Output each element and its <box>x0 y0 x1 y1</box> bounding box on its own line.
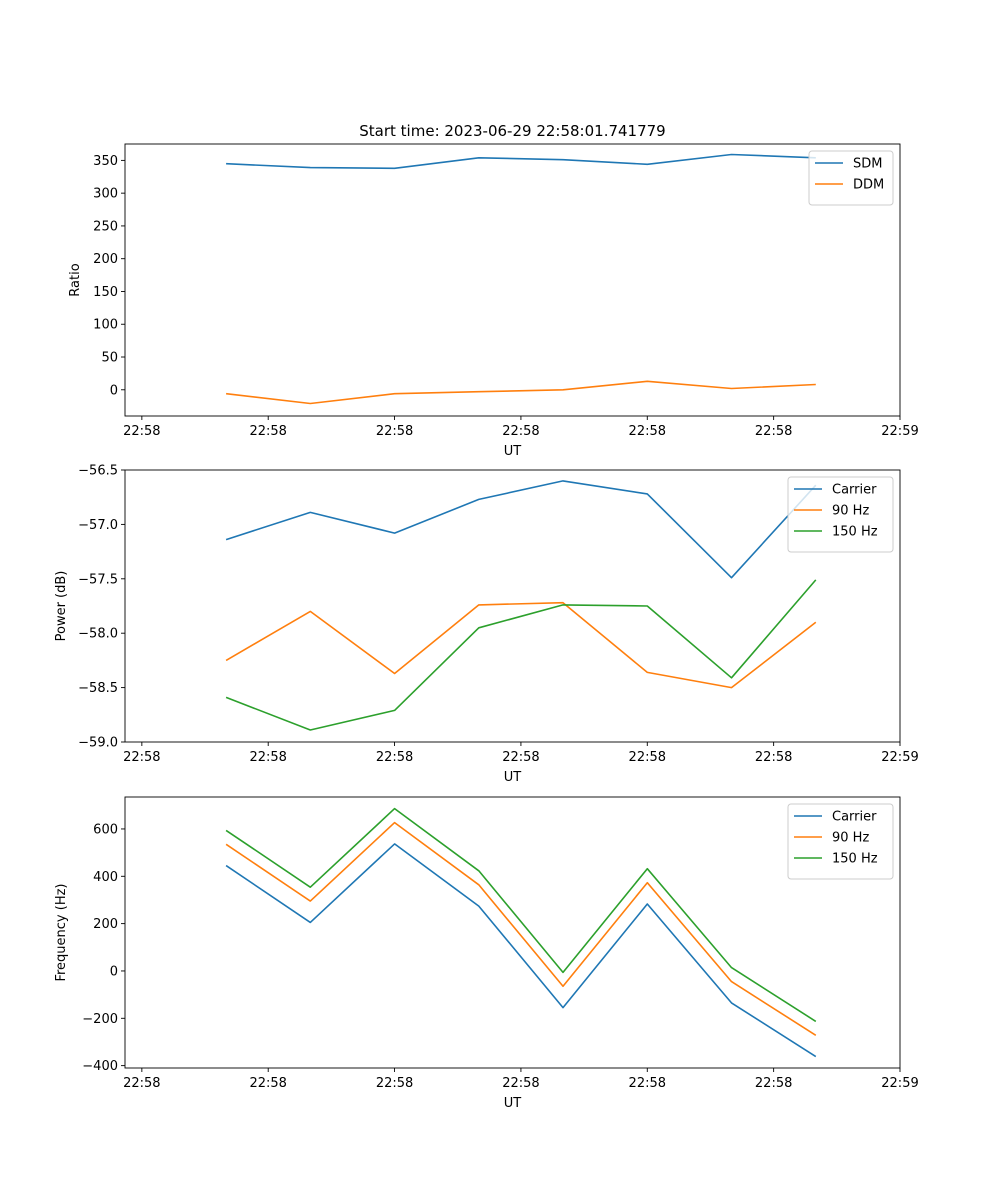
y-tick-label: 250 <box>93 219 118 234</box>
legend: Carrier 90 Hz 150 Hz <box>787 476 894 553</box>
x-tick-label: 22:58 <box>755 750 792 765</box>
x-tick-label: 22:58 <box>502 1076 539 1091</box>
series-line-150-hz <box>225 807 817 1023</box>
legend-label: 150 Hz <box>832 852 878 867</box>
x-tick-label: 22:58 <box>755 1076 792 1091</box>
y-tick-label: 0 <box>110 964 118 979</box>
y-tick-label: −57.5 <box>78 572 118 587</box>
series-line-carrier <box>225 480 817 579</box>
y-tick-label: −200 <box>82 1012 118 1027</box>
legend-label: DDM <box>853 178 884 193</box>
y-tick-label: 300 <box>93 187 118 202</box>
axes-frame <box>124 796 901 1069</box>
legend-label: Carrier <box>832 483 877 498</box>
x-tick-label: 22:58 <box>123 424 160 439</box>
legend-box <box>787 476 894 553</box>
y-tick-label: −57.0 <box>78 518 118 533</box>
series-line-ddm <box>226 380 816 405</box>
x-tick-label: 22:59 <box>881 750 918 765</box>
y-tick-label: 200 <box>93 917 118 932</box>
x-axis-label: UT <box>504 770 522 785</box>
x-tick-label: 22:59 <box>881 1076 918 1091</box>
x-tick-label: 22:58 <box>502 750 539 765</box>
y-axis-label: Ratio <box>68 263 83 296</box>
x-tick-label: 22:58 <box>629 424 666 439</box>
x-tick-label: 22:58 <box>755 424 792 439</box>
x-axis-label: UT <box>504 444 522 459</box>
y-tick-label: 100 <box>93 318 118 333</box>
y-tick-label: 0 <box>110 383 118 398</box>
x-tick-label: 22:58 <box>376 750 413 765</box>
y-tick-label: −58.0 <box>78 627 118 642</box>
legend: Carrier 90 Hz 150 Hz <box>787 803 894 880</box>
legend: SDM DDM <box>808 150 894 206</box>
series-line-carrier <box>225 843 817 1058</box>
y-tick-label: 600 <box>93 822 118 837</box>
x-tick-label: 22:58 <box>249 1076 286 1091</box>
y-axis-label: Power (dB) <box>54 571 69 642</box>
chart-title: Start time: 2023-06-29 22:58:01.741779 <box>359 122 665 140</box>
legend-label: SDM <box>853 157 882 172</box>
x-tick-label: 22:58 <box>249 424 286 439</box>
x-tick-label: 22:58 <box>376 1076 413 1091</box>
series-line-sdm <box>226 153 816 170</box>
y-tick-label: −58.5 <box>78 681 118 696</box>
panel-2: 22:58 22:58 22:58 22:58 22:58 22:58 22:59 −59.0… <box>54 464 919 786</box>
legend-box <box>808 150 894 206</box>
x-tick-label: 22:58 <box>376 424 413 439</box>
y-tick-label: −56.5 <box>78 464 118 479</box>
y-tick-label: 200 <box>93 252 118 267</box>
legend-label: 90 Hz <box>832 504 869 519</box>
x-tick-label: 22:58 <box>123 1076 160 1091</box>
series-line-90-hz <box>225 601 817 689</box>
x-axis-label: UT <box>504 1096 522 1111</box>
y-tick-label: −59.0 <box>78 736 118 751</box>
y-tick-label: −400 <box>82 1059 118 1074</box>
series-line-150-hz <box>225 579 817 731</box>
legend-label: 150 Hz <box>832 525 878 540</box>
axes-frame <box>124 143 901 417</box>
legend-label: Carrier <box>832 810 877 825</box>
x-tick-label: 22:58 <box>249 750 286 765</box>
panel-3: 22:58 22:58 22:58 22:58 22:58 22:58 22:59 −400 −… <box>54 796 919 1111</box>
y-tick-label: 50 <box>101 351 118 366</box>
y-tick-label: 350 <box>93 154 118 169</box>
series-line-90-hz <box>225 821 817 1036</box>
x-tick-label: 22:59 <box>881 424 918 439</box>
panel-1: 22:58 22:58 22:58 22:58 22:58 22:58 22:59 0 50 10… <box>68 122 919 459</box>
x-tick-label: 22:58 <box>123 750 160 765</box>
x-tick-label: 22:58 <box>629 1076 666 1091</box>
x-tick-label: 22:58 <box>502 424 539 439</box>
y-tick-label: 400 <box>93 870 118 885</box>
legend-box <box>787 803 894 880</box>
axes-frame <box>124 469 901 743</box>
legend-label: 90 Hz <box>832 831 869 846</box>
y-tick-label: 150 <box>93 285 118 300</box>
y-axis-label: Frequency (Hz) <box>54 883 69 981</box>
x-tick-label: 22:58 <box>629 750 666 765</box>
